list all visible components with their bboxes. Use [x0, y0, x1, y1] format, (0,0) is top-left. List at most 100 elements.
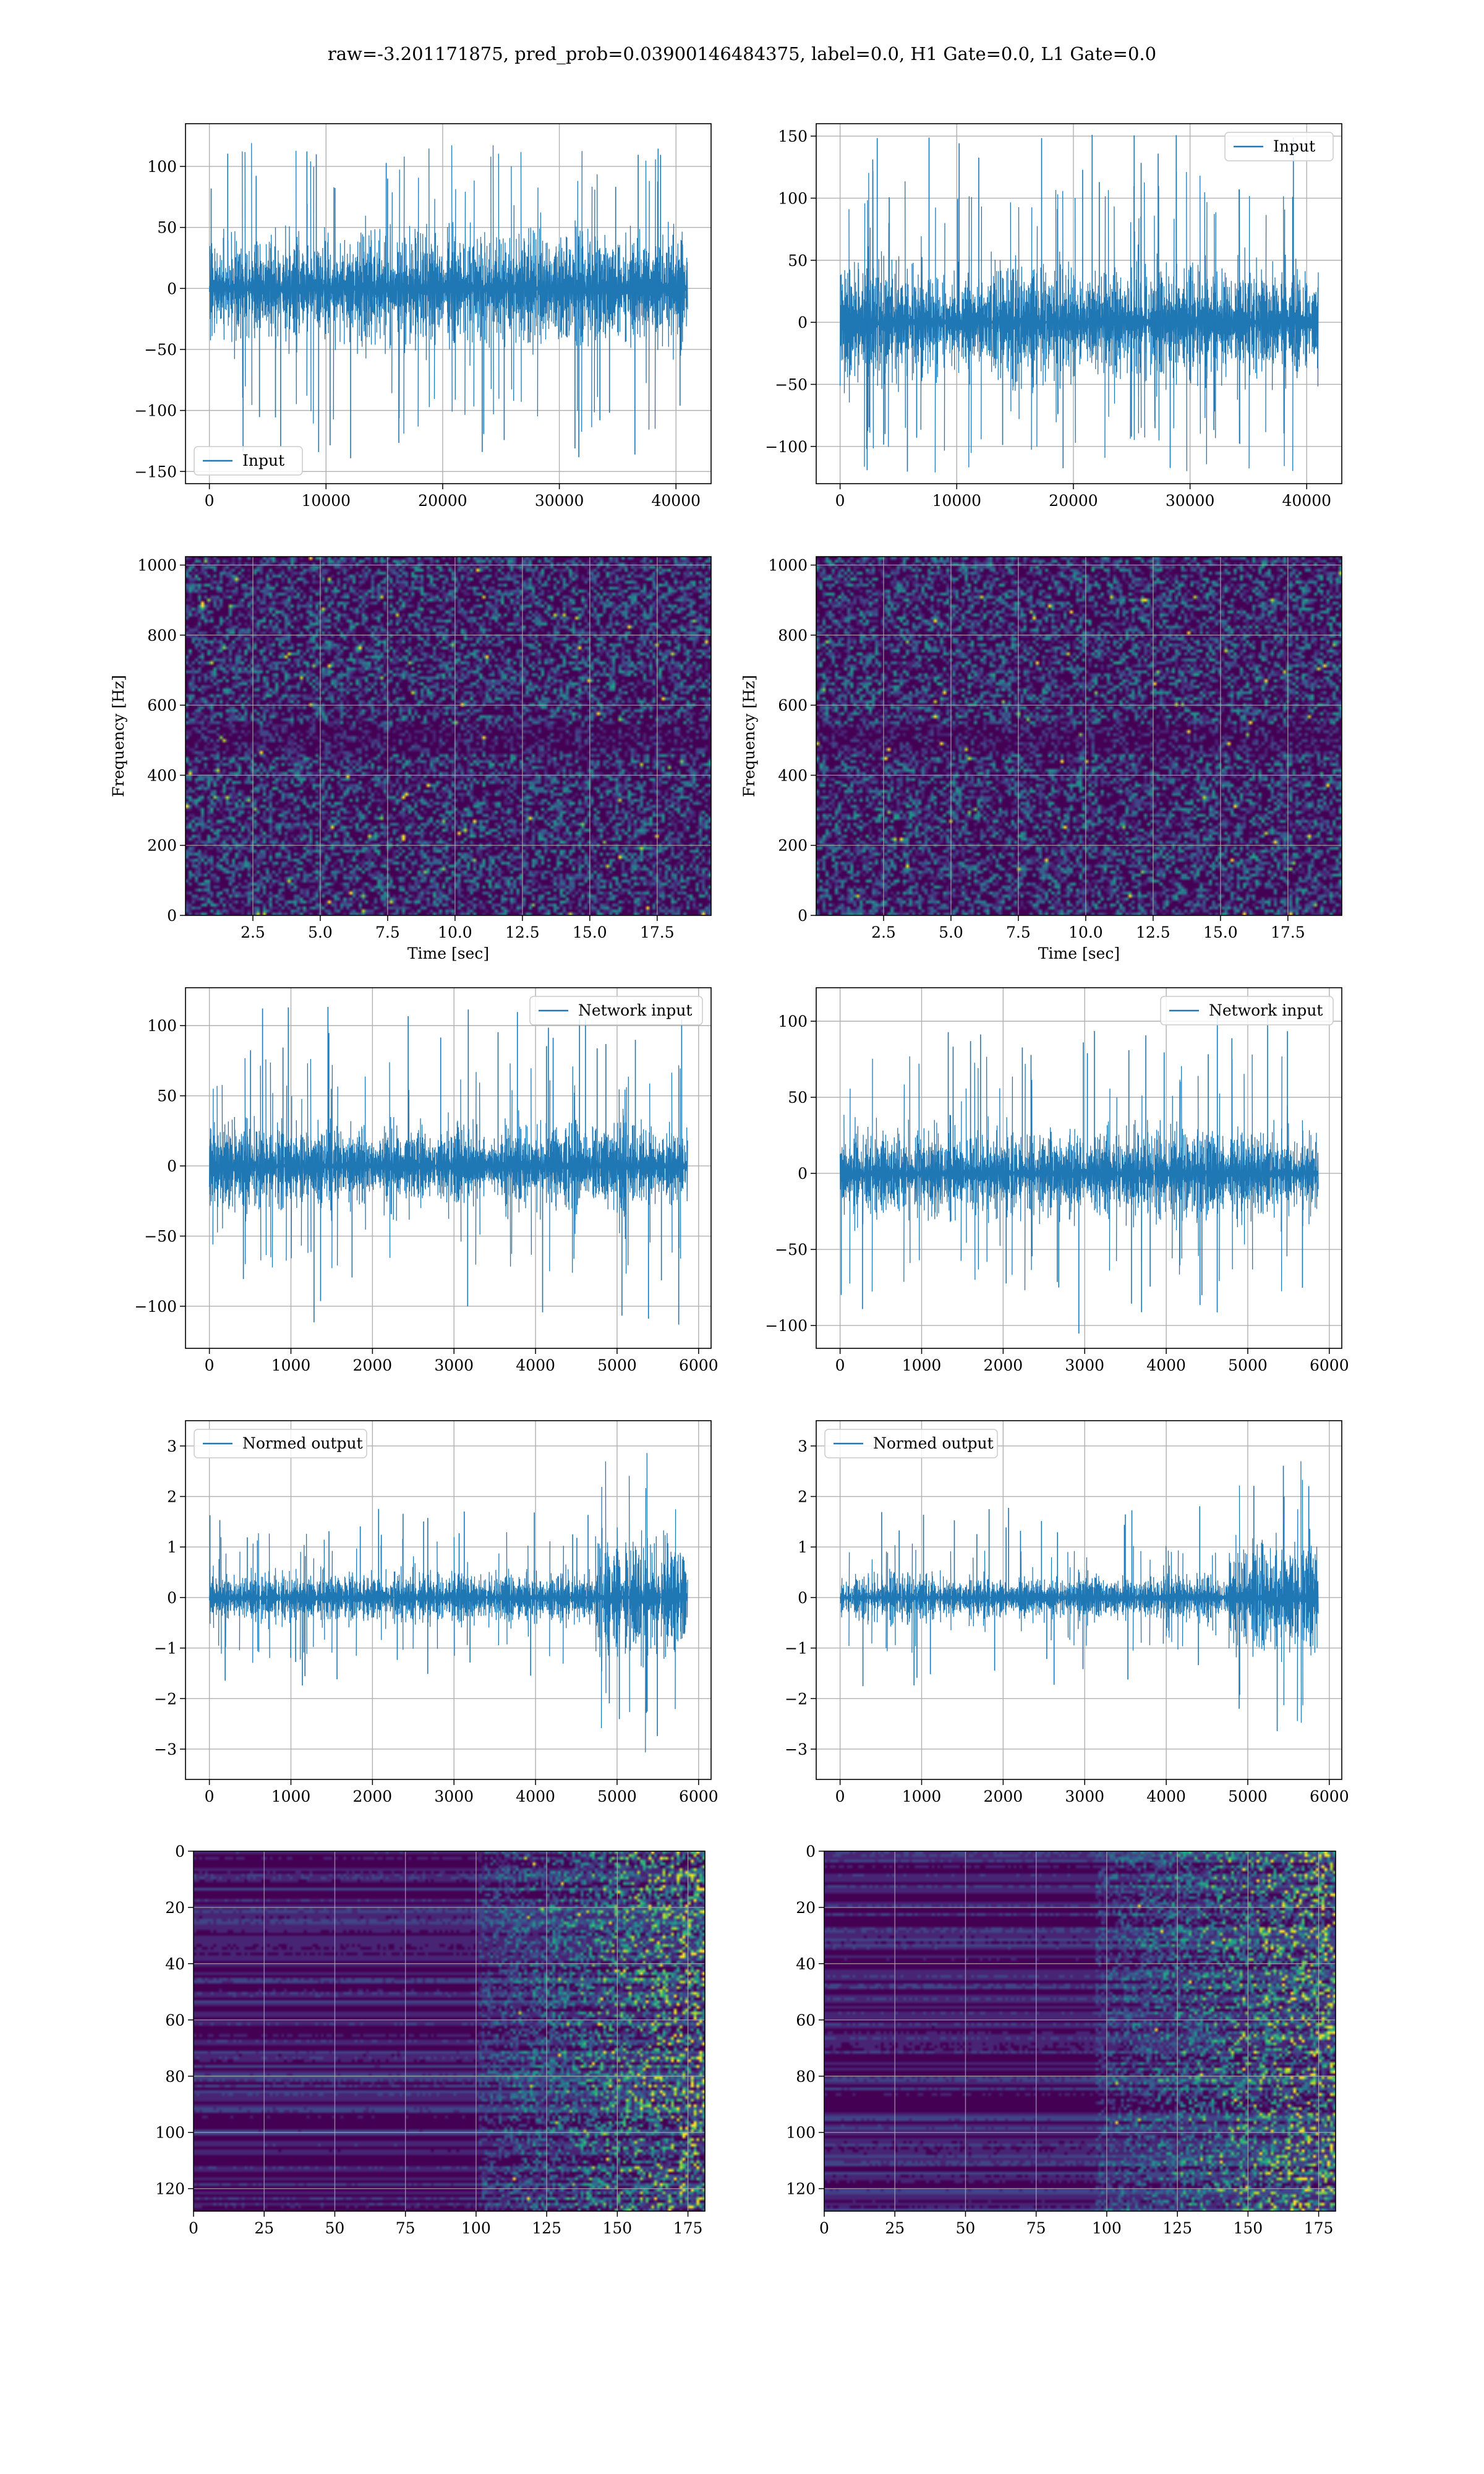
y-tick-label: 40: [796, 1955, 816, 1973]
x-tick-label: 30000: [535, 492, 584, 510]
x-tick-label: 3000: [434, 1787, 474, 1805]
x-tick-label: 10000: [302, 492, 351, 510]
spectrogram-image: [816, 557, 1342, 915]
x-tick-label: 3000: [434, 1356, 474, 1374]
gridlines: [186, 557, 711, 916]
y-tick-label: 0: [167, 907, 177, 925]
x-tick-label: 125: [532, 2219, 561, 2237]
x-tick-label: 17.5: [640, 923, 675, 941]
axes-frame: [824, 1851, 1336, 2212]
y-tick-label: 0: [798, 314, 808, 332]
x-tick-label: 0: [189, 2219, 198, 2237]
panel-network-left: 0 1000 2000 3000 4000 5000 6000 −100 −50 0 50 100 Ne…: [134, 987, 719, 1374]
x-tick-label: 12.5: [505, 923, 540, 941]
panel-input-right: 0 10000 20000 30000 40000 −100 −50 0 50 100 150 Inp…: [765, 123, 1342, 510]
y-tick-label: 2: [167, 1488, 177, 1506]
axes-frame: [816, 987, 1342, 1349]
y-tick-label: 1: [798, 1538, 808, 1556]
y-tick-label: 40: [165, 1955, 185, 1973]
x-tick-label: 2.5: [241, 923, 265, 941]
x-tick-label: 0: [819, 2219, 829, 2237]
y-tick-label: 80: [796, 2068, 816, 2086]
x-tick-label: 7.5: [375, 923, 400, 941]
series-spikes: [242, 1006, 683, 1325]
y-tick-label: 20: [796, 1899, 816, 1917]
axes-frame: [185, 556, 712, 916]
x-tick-label: 15.0: [573, 923, 607, 941]
y-tick-label: 100: [778, 189, 808, 207]
x-axis-label: Time [sec]: [407, 944, 489, 962]
x-tick-label: 2000: [353, 1356, 393, 1374]
axes-frame: [816, 556, 1342, 916]
y-tick-label: −100: [765, 438, 808, 456]
series-line: [839, 1461, 1319, 1723]
y-tick-label: −50: [775, 1241, 808, 1259]
y-tick-label: 800: [147, 627, 177, 644]
x-tick-label: 15.0: [1203, 923, 1238, 941]
x-tick-label: 150: [1233, 2219, 1263, 2237]
legend-box: [1224, 132, 1334, 161]
y-tick-label: −1: [785, 1640, 808, 1658]
x-tick-label: 7.5: [1006, 923, 1031, 941]
x-tick-label: 0: [835, 1787, 845, 1805]
axes-frame: [185, 1420, 712, 1780]
y-tick-label: 50: [788, 1089, 808, 1106]
y-tick-label: 0: [798, 907, 808, 925]
legend: Input: [194, 446, 303, 476]
y-tick-label: 600: [147, 696, 177, 714]
x-tick-label: 0: [205, 1787, 215, 1805]
x-tick-label: 20000: [1049, 492, 1098, 510]
x-tick-label: 12.5: [1136, 923, 1171, 941]
x-tick-label: 6000: [1310, 1787, 1349, 1805]
y-tick-label: 3: [798, 1437, 808, 1455]
y-tick-label: 20: [165, 1899, 185, 1917]
y-tick-label: −3: [785, 1740, 808, 1758]
y-axis-label: Frequency [Hz]: [740, 675, 758, 797]
x-tick-label: 100: [461, 2219, 491, 2237]
y-tick-label: 100: [778, 1012, 808, 1030]
y-tick-label: 400: [147, 766, 177, 784]
legend-label: Network input: [1209, 1001, 1323, 1019]
gridlines: [186, 1421, 711, 1779]
legend-box: [194, 446, 303, 476]
y-axis-label: Frequency [Hz]: [109, 675, 127, 797]
legend-label: Normed output: [873, 1434, 994, 1452]
x-tick-label: 175: [1304, 2219, 1334, 2237]
y-tick-label: 60: [796, 2011, 816, 2029]
series-spikes: [866, 135, 1294, 472]
spectrogram-image: [186, 557, 711, 915]
series-line: [839, 1054, 1319, 1292]
panel-spec-right: 2.5 5.0 7.5 10.0 12.5 15.0 17.5 0 200 400 600 800 10…: [740, 556, 1342, 962]
panel-feat-right: 0 25 50 75 100 125 150 175 0 20 40 60 80 100 120: [786, 1843, 1336, 2237]
panel-network-right: 0 1000 2000 3000 4000 5000 6000 −100 −50 0 50 100 Ne…: [765, 987, 1349, 1374]
x-tick-label: 125: [1162, 2219, 1192, 2237]
x-tick-label: 30000: [1166, 492, 1215, 510]
y-tick-label: −1: [154, 1640, 177, 1658]
x-tick-label: 75: [1026, 2219, 1046, 2237]
x-tick-label: 1000: [902, 1787, 942, 1805]
x-tick-label: 10000: [932, 492, 982, 510]
x-tick-label: 3000: [1065, 1787, 1104, 1805]
y-tick-label: 150: [778, 127, 808, 145]
x-tick-label: 75: [396, 2219, 416, 2237]
legend: Network input: [529, 996, 703, 1025]
y-tick-label: −100: [134, 402, 177, 420]
series-spikes: [209, 1509, 658, 1736]
legend-label: Input: [1273, 137, 1315, 155]
x-tick-label: 2.5: [871, 923, 896, 941]
x-tick-label: 150: [602, 2219, 632, 2237]
series-spikes: [210, 148, 681, 458]
x-tick-label: 1000: [271, 1356, 311, 1374]
y-tick-label: 600: [778, 696, 808, 714]
y-tick-label: 0: [167, 1589, 177, 1607]
y-tick-label: 400: [778, 766, 808, 784]
x-tick-label: 0: [205, 492, 215, 510]
x-tick-label: 1000: [902, 1356, 942, 1374]
x-tick-label: 50: [325, 2219, 345, 2237]
x-tick-label: 25: [885, 2219, 905, 2237]
x-tick-label: 5000: [1228, 1356, 1268, 1374]
y-tick-label: −50: [144, 1228, 177, 1246]
legend-label: Normed output: [242, 1434, 363, 1452]
x-axis-label: Time [sec]: [1038, 944, 1120, 962]
y-tick-label: 120: [786, 2180, 816, 2198]
